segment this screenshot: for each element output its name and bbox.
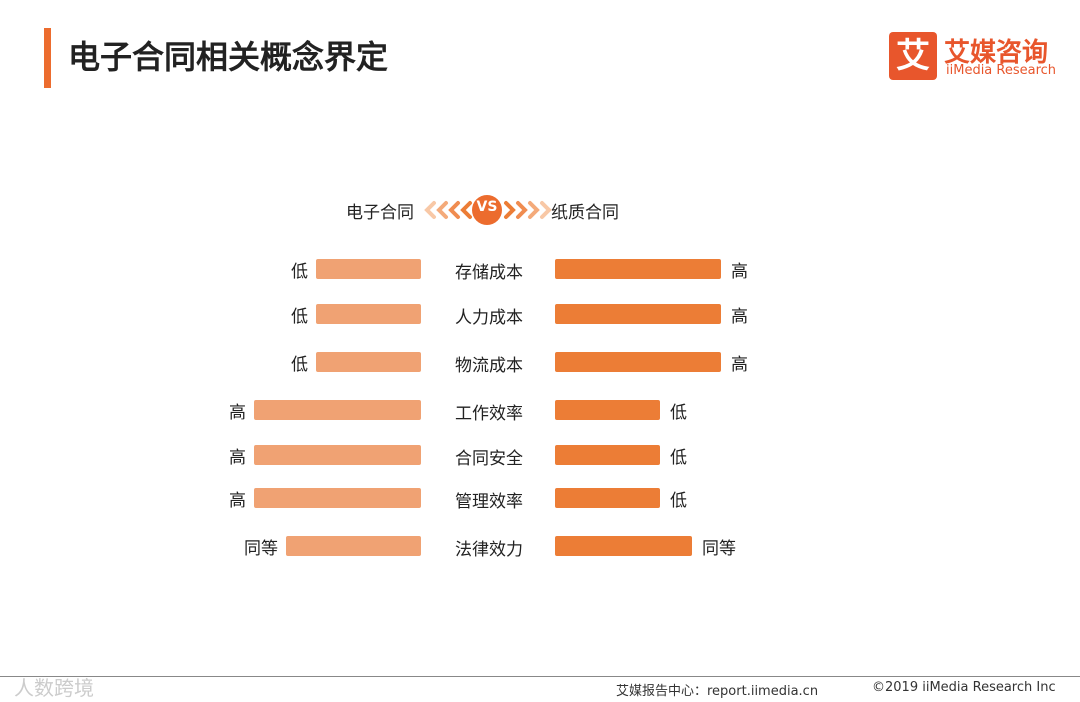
left-bar	[316, 352, 421, 372]
left-heading: 电子合同	[346, 203, 414, 223]
row-item: 存储成本	[455, 263, 523, 283]
right-bar	[555, 304, 721, 324]
right-bar	[555, 536, 692, 556]
left-bar	[316, 304, 421, 324]
right-level: 低	[670, 403, 687, 423]
right-level: 高	[731, 262, 748, 282]
row-item: 工作效率	[455, 404, 523, 424]
left-level: 同等	[244, 539, 278, 559]
footer-copyright: ©2019 iiMedia Research Inc	[872, 680, 1056, 695]
logo-en: iiMedia Research	[946, 63, 1057, 78]
right-level: 低	[670, 491, 687, 511]
left-level: 低	[291, 262, 308, 282]
right-level: 同等	[702, 539, 736, 559]
row-item: 人力成本	[455, 308, 523, 328]
logo-name: 艾媒咨询	[944, 38, 1049, 68]
row-item: 合同安全	[455, 449, 523, 469]
left-bar	[254, 445, 421, 465]
vs-graphic	[424, 195, 552, 225]
row-item: 管理效率	[455, 492, 523, 512]
logo-mark: 艾	[889, 32, 937, 80]
watermark: 人数跨境	[14, 676, 94, 700]
footer-source: 艾媒报告中心：report.iimedia.cn	[616, 684, 819, 699]
left-bar	[316, 259, 421, 279]
title: 电子合同相关概念界定	[68, 38, 389, 76]
right-bar	[555, 445, 660, 465]
right-bar	[555, 488, 660, 508]
title-accent	[44, 28, 51, 88]
left-level: 高	[229, 403, 246, 423]
vs-label: VS	[476, 199, 498, 215]
right-bar	[555, 352, 721, 372]
left-level: 高	[229, 491, 246, 511]
left-bar	[254, 400, 421, 420]
left-level: 高	[229, 448, 246, 468]
right-bar	[555, 259, 721, 279]
right-level: 高	[731, 355, 748, 375]
left-level: 低	[291, 307, 308, 327]
left-bar	[254, 488, 421, 508]
left-bar	[286, 536, 421, 556]
right-bar	[555, 400, 660, 420]
right-level: 低	[670, 448, 687, 468]
row-item: 法律效力	[455, 540, 523, 560]
left-level: 低	[291, 355, 308, 375]
row-item: 物流成本	[455, 356, 523, 376]
footer-line	[0, 676, 1080, 677]
right-level: 高	[731, 307, 748, 327]
right-heading: 纸质合同	[551, 203, 619, 223]
